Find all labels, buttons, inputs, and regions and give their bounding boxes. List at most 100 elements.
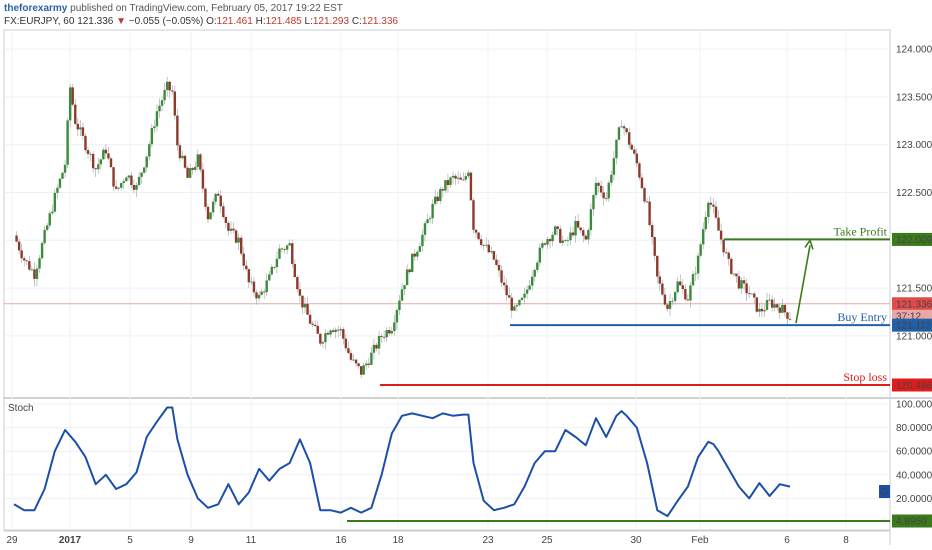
candle-body <box>638 163 641 178</box>
candle-body <box>224 217 228 223</box>
candle-body <box>357 363 360 367</box>
candle-body <box>426 219 429 224</box>
candle-body <box>206 206 210 220</box>
stoch-line <box>13 406 791 518</box>
candle-body <box>730 258 733 274</box>
candle-body <box>326 333 330 335</box>
candle-body <box>441 189 445 191</box>
stoch-d-tag-bg <box>879 485 890 498</box>
candle-body <box>40 243 44 259</box>
low-label: L: <box>304 16 313 27</box>
candle-body <box>405 269 409 286</box>
candle-body <box>643 188 646 202</box>
candle-body <box>293 263 296 278</box>
candle-body <box>114 186 118 189</box>
candle-body <box>196 154 199 167</box>
candle-body <box>747 293 751 295</box>
candle-body <box>717 217 720 231</box>
candle-body <box>446 180 450 186</box>
candle-body <box>252 281 256 293</box>
candle-body <box>505 285 508 296</box>
candle-body <box>273 266 276 268</box>
candle-body <box>171 90 174 92</box>
candle-body <box>582 230 585 236</box>
candle-body <box>673 292 677 301</box>
candle-body <box>176 115 179 146</box>
candle-body <box>768 299 771 301</box>
take-profit-label: Take Profit <box>834 224 888 238</box>
candle-body <box>66 120 69 165</box>
candle-body <box>679 281 682 286</box>
candle-body <box>433 196 437 204</box>
candle-body <box>339 329 342 331</box>
candle-body <box>776 304 779 308</box>
candle-body <box>86 150 90 154</box>
candle-body <box>449 177 452 186</box>
candle-body <box>627 132 631 145</box>
candle-body <box>48 213 51 226</box>
time-tick-label: 6 <box>784 535 790 546</box>
stoch-tick-label: 40.0000 <box>896 470 932 481</box>
candle-body <box>656 255 659 277</box>
candle-body <box>431 203 434 219</box>
candle-body <box>492 251 496 260</box>
candle-body <box>398 300 401 311</box>
candle-body <box>472 200 475 230</box>
candle-body <box>515 305 519 307</box>
candle-body <box>523 293 526 298</box>
candle-body <box>229 228 233 231</box>
candle-body <box>418 246 422 252</box>
candle-body <box>625 128 628 133</box>
candle-body <box>71 87 74 105</box>
candle-body <box>653 237 656 256</box>
last-value: 121.336 <box>77 16 114 27</box>
candle-body <box>684 288 687 300</box>
candle-body <box>160 100 164 106</box>
candle-body <box>102 149 105 160</box>
candle-body <box>620 126 623 128</box>
stop-loss-tag: 120.486 <box>896 381 932 392</box>
candle-body <box>211 201 215 213</box>
candle-body <box>525 289 529 294</box>
candle-body <box>732 273 736 275</box>
candle-body <box>142 167 146 173</box>
last-price-tag-bg <box>892 297 932 311</box>
candle-body <box>311 323 314 325</box>
stoch-d-tag: D <box>881 487 888 498</box>
candle-body <box>735 273 738 277</box>
candle-body <box>23 258 26 261</box>
candle-body <box>671 300 674 302</box>
candle-body <box>354 359 358 364</box>
candle-body <box>408 269 411 273</box>
candle-body <box>436 196 439 201</box>
publisher-name[interactable]: theforexarmy <box>4 3 68 14</box>
candle-body <box>137 176 141 185</box>
take-profit-tag: 122.009 <box>896 235 932 246</box>
stoch-tick-label: 60.0000 <box>896 447 932 458</box>
candle-body <box>393 322 396 332</box>
candle-body <box>464 176 468 180</box>
buy-entry-tag: 121.112 <box>896 321 932 332</box>
candle-body <box>173 91 177 116</box>
candle-body <box>763 309 766 312</box>
candle-body <box>76 123 80 130</box>
stop-loss-tag-bg <box>892 378 932 392</box>
candle-body <box>74 104 77 124</box>
candle-body <box>51 211 54 214</box>
candle-body <box>500 270 503 283</box>
candle-body <box>331 330 335 332</box>
open-label: O: <box>206 16 217 27</box>
candle-body <box>495 259 498 266</box>
candle-body <box>411 253 414 273</box>
candle-body <box>510 297 513 311</box>
candle-body <box>349 353 353 360</box>
candle-body <box>561 240 565 243</box>
candle-body <box>755 297 759 312</box>
candle-body <box>612 158 616 175</box>
candle-body <box>663 294 667 305</box>
candle-body <box>234 230 238 243</box>
candle-body <box>56 187 59 193</box>
candle-body <box>594 182 598 196</box>
candle-body <box>576 221 580 228</box>
